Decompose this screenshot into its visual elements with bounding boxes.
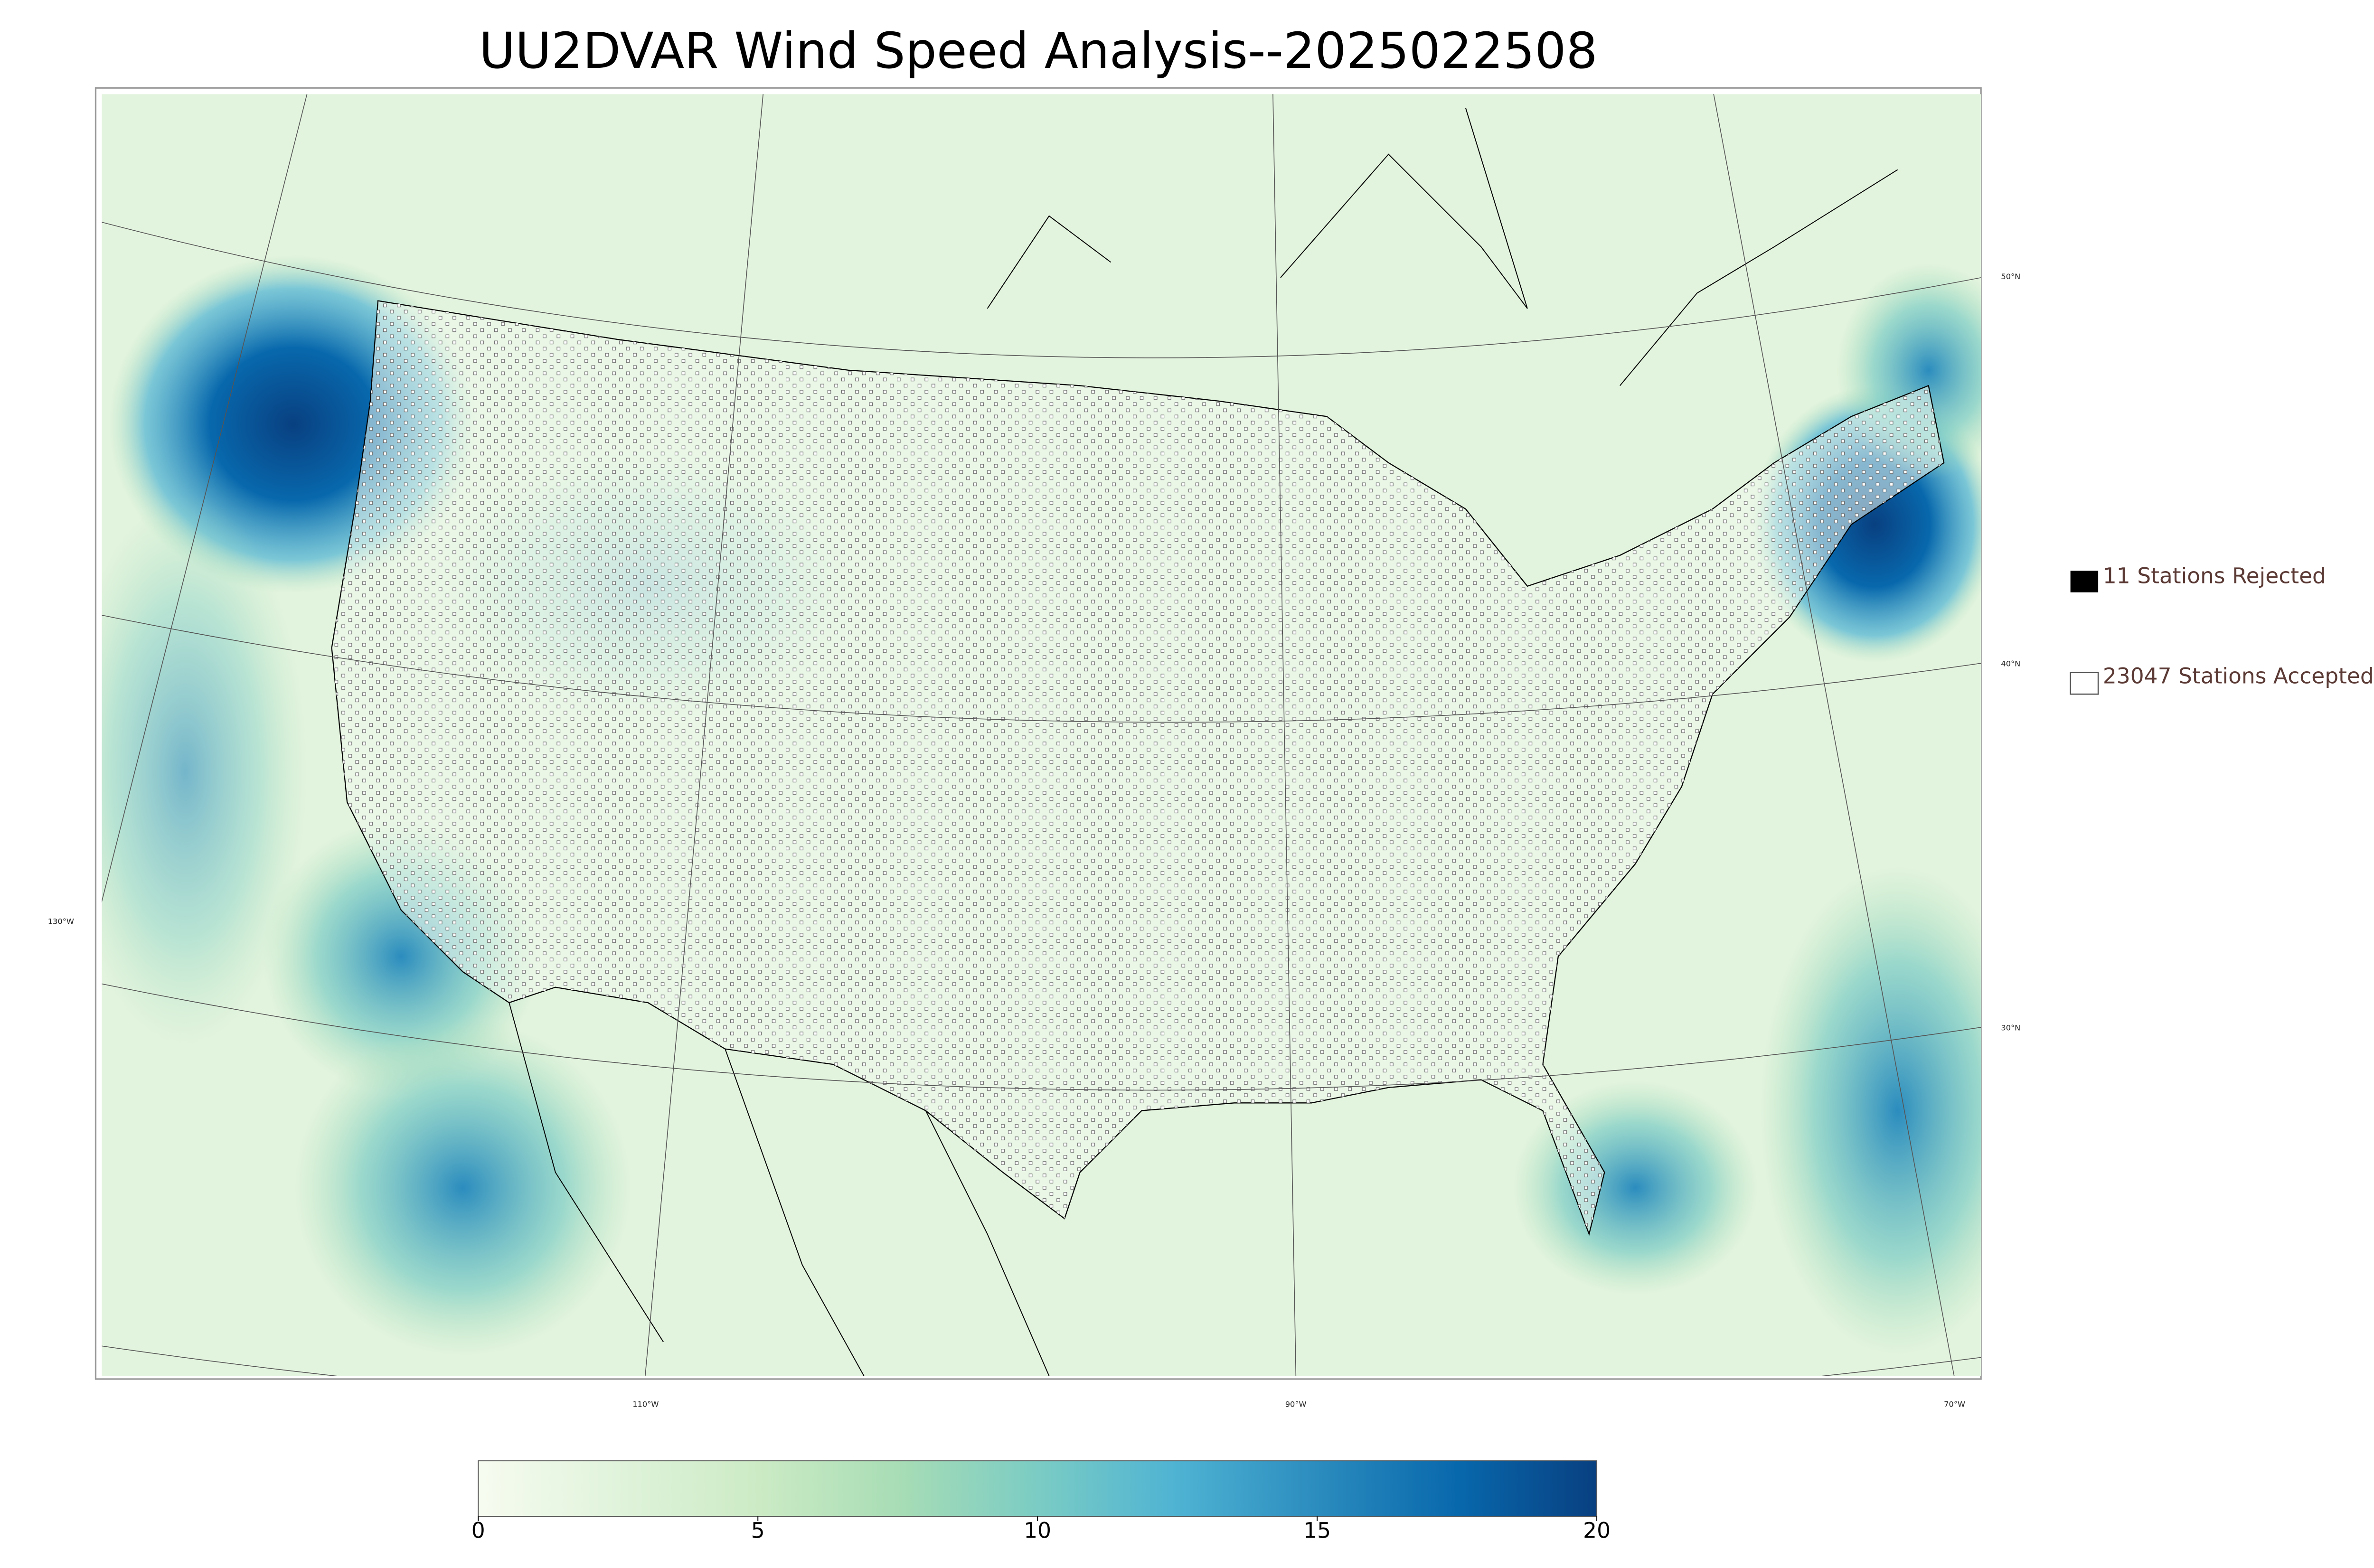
- lon-label: 110°W: [632, 1399, 659, 1408]
- colorbar-tick-label: 20: [1583, 1518, 1611, 1543]
- colorbar-tick-label: 0: [471, 1518, 485, 1543]
- station-markers: [331, 300, 1944, 1234]
- colorbar-ramp: [478, 1460, 1598, 1517]
- wind-maximum: [102, 493, 309, 1049]
- lat-label: 50°N: [2001, 272, 2020, 281]
- lat-label: 30°N: [2001, 1023, 2020, 1033]
- legend-label: 23047 Stations Accepted: [2103, 663, 2374, 688]
- meridian: [1272, 94, 1297, 1376]
- meridian: [102, 94, 308, 903]
- wind-maximum: [293, 1018, 633, 1358]
- legend-swatch-accepted: [2070, 672, 2099, 695]
- colorbar-tick-label: 15: [1303, 1518, 1331, 1543]
- colorbar-tick-label: 5: [751, 1518, 765, 1543]
- wind-maximum: [1759, 864, 1981, 1358]
- parallel: [102, 615, 1981, 723]
- parallel: [102, 983, 1981, 1091]
- lon-label: 70°W: [1944, 1399, 1965, 1408]
- parallel: [102, 222, 1981, 358]
- canada-coast: [987, 108, 1898, 386]
- title: UU2DVAR Wind Speed Analysis--2025022508: [479, 22, 1598, 80]
- lon-label: 130°W: [48, 917, 74, 926]
- lon-label: 90°W: [1285, 1399, 1307, 1408]
- lat-label: 40°N: [2001, 659, 2020, 668]
- colorbar-tick-label: 10: [1024, 1518, 1051, 1543]
- meridian: [645, 94, 764, 1376]
- colorbar: 0 5 10 15 20: [471, 1460, 1611, 1543]
- map: [102, 94, 1981, 1376]
- legend-label: 11 Stations Rejected: [2103, 563, 2326, 588]
- meridian: [1713, 94, 1955, 1376]
- mexico-coast: [509, 1002, 1050, 1376]
- legend-swatch-rejected: [2070, 571, 2099, 592]
